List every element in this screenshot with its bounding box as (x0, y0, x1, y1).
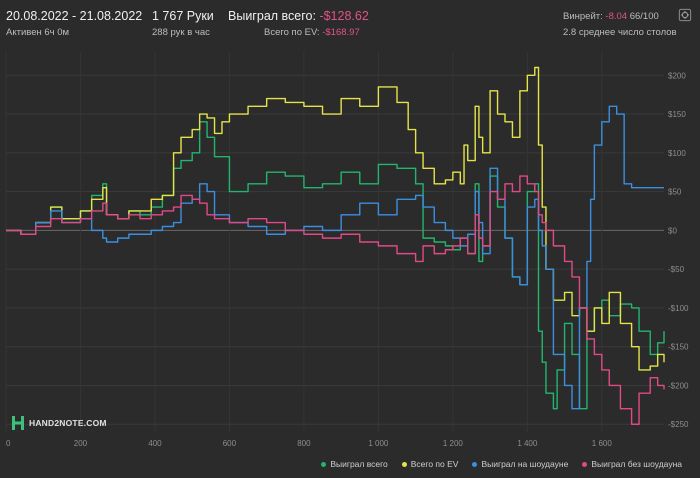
hands-count: 1 767 Руки (152, 9, 214, 23)
legend-dot-icon (582, 461, 588, 467)
ev-total-value: -$168.97 (322, 27, 360, 38)
series-line-0 (6, 121, 665, 410)
y-tick-label: $50 (668, 188, 682, 197)
legend-item-2[interactable]: Выиграл на шоудауне (472, 459, 568, 469)
legend-item-3[interactable]: Выиграл без шоудауна (582, 459, 682, 469)
hand2note-logo: HAND2NOTE.COM (12, 416, 107, 430)
chart-series (6, 66, 665, 425)
avg-tables: 2.8 среднее число столов (563, 27, 677, 38)
x-tick-label: 0 (6, 439, 11, 448)
won-total: Выиграл всего: -$128.62 (228, 9, 369, 23)
hands-per-hour: 288 рук в час (152, 27, 210, 38)
x-tick-label: 1 000 (368, 439, 389, 448)
ev-total: Всего по EV: -$168.97 (264, 27, 360, 38)
legend-item-0[interactable]: Выиграл всего (321, 459, 388, 469)
won-total-value: -$128.62 (319, 9, 369, 23)
logo-text: HAND2NOTE.COM (29, 418, 107, 428)
chart-legend: Выиграл всего Всего по EV Выиграл на шоуда… (321, 459, 682, 469)
y-tick-label: -$50 (668, 265, 685, 274)
y-tick-label: $100 (668, 149, 686, 158)
y-tick-label: -$150 (668, 343, 689, 352)
x-tick-label: 800 (297, 439, 311, 448)
y-tick-label: $150 (668, 110, 686, 119)
won-total-label: Выиграл всего: (228, 9, 316, 23)
legend-dot-icon (321, 461, 327, 467)
y-tick-label: $200 (668, 71, 686, 80)
date-range: 20.08.2022 - 21.08.2022 (6, 9, 143, 23)
h2n-logo-icon (12, 416, 24, 430)
y-axis-ticks: $200 $150 $100 $50 $0 -$50 -$100 -$150 -$200 -$25… (668, 71, 689, 429)
gear-icon[interactable] (678, 8, 692, 22)
chart-grid (5, 52, 664, 432)
winrate: Винрейт: -8.04 66/100 (563, 11, 659, 22)
legend-item-1[interactable]: Всего по EV (401, 459, 459, 469)
x-tick-label: 1 600 (592, 439, 613, 448)
winrate-value: -8.04 (605, 11, 628, 22)
x-tick-label: 400 (148, 439, 162, 448)
series-line-2 (6, 105, 664, 410)
legend-dot-icon (472, 461, 478, 467)
legend-label: Выиграл без шоудауна (591, 459, 682, 469)
winrate-label: Винрейт: (563, 11, 603, 22)
legend-label: Всего по EV (410, 459, 459, 469)
legend-dot-icon (401, 461, 407, 467)
x-tick-label: 1 400 (517, 439, 538, 448)
legend-label: Выиграл на шоудауне (481, 459, 569, 469)
series-line-3 (6, 175, 665, 425)
x-tick-label: 1 200 (443, 439, 464, 448)
series-line-1 (6, 66, 665, 371)
x-tick-label: 600 (223, 439, 237, 448)
winrate-suffix: 66/100 (629, 11, 659, 22)
y-tick-label: $0 (668, 226, 677, 235)
legend-label: Выиграл всего (330, 459, 388, 469)
y-tick-label: -$100 (668, 304, 689, 313)
y-tick-label: -$250 (668, 420, 689, 429)
active-time: Активен 6ч 0м (6, 27, 70, 38)
x-axis-ticks: 0 200 400 600 800 1 000 1 200 1 400 1 600 (6, 439, 612, 448)
ev-total-label: Всего по EV: (264, 27, 320, 38)
y-tick-label: -$200 (668, 381, 689, 390)
x-tick-label: 200 (74, 439, 88, 448)
